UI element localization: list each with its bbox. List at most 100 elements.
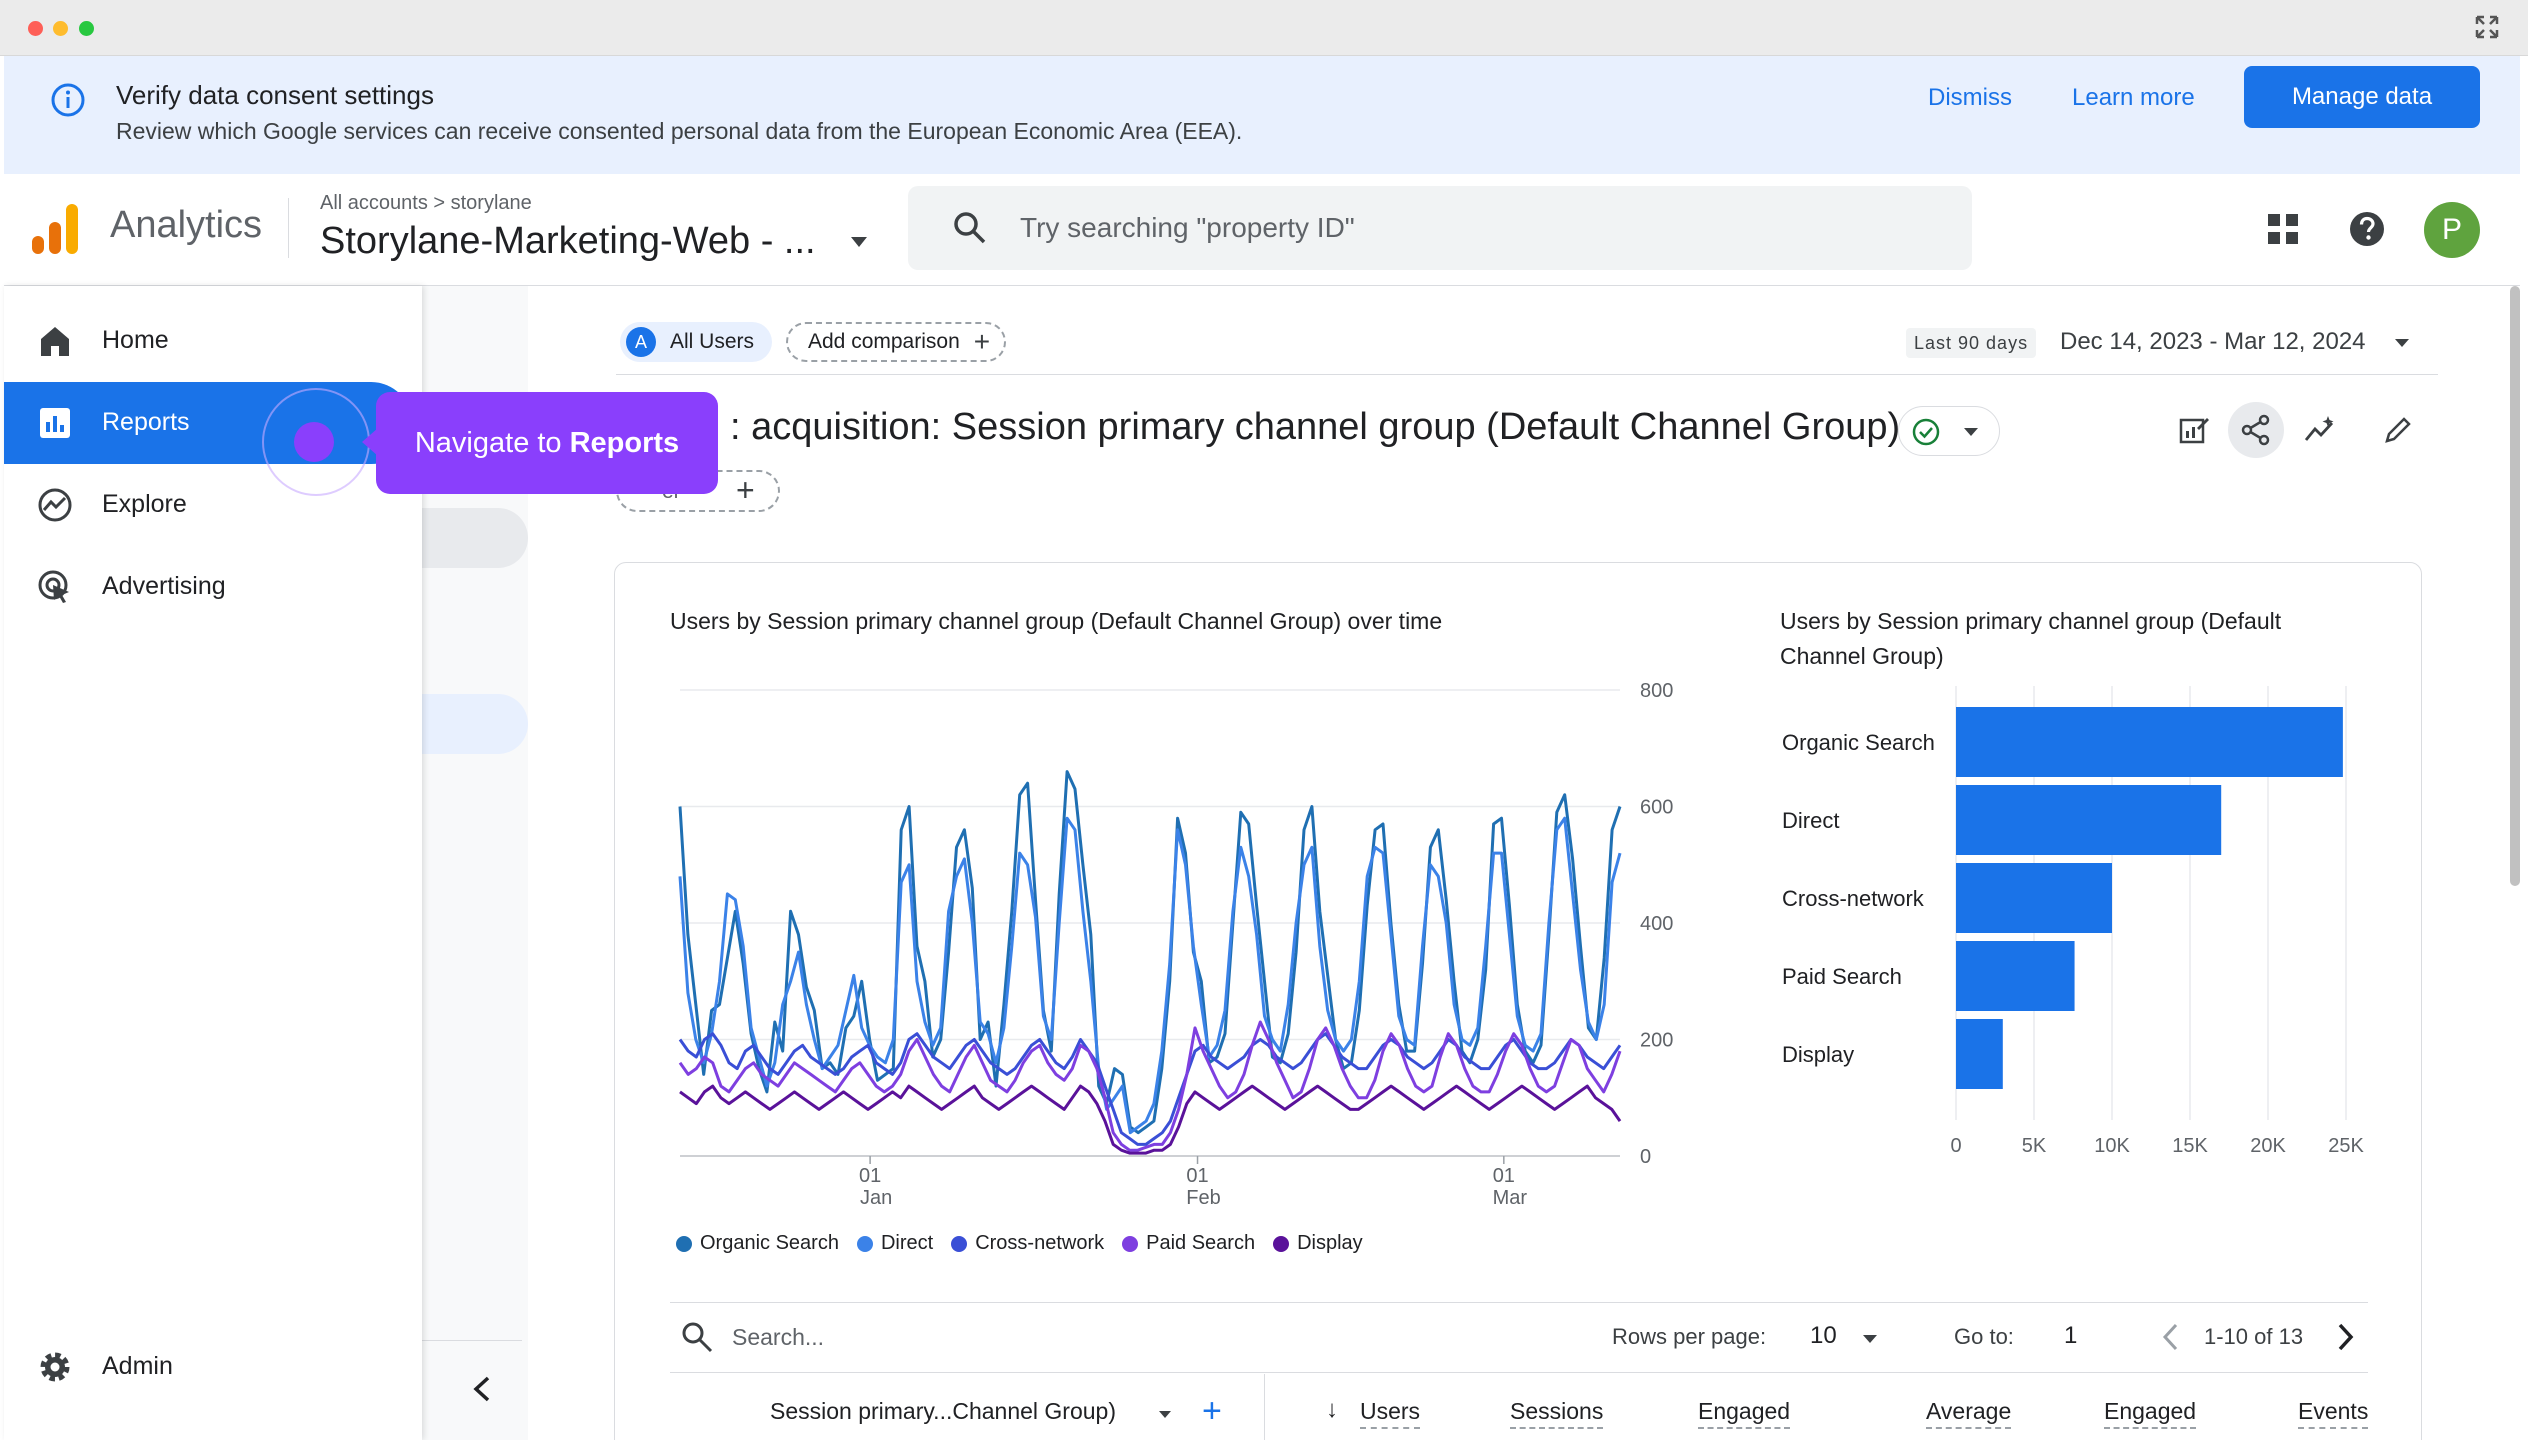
bar-chart[interactable]: 0 5K 10K 15K 20K 25K Organic Search Direct Cross… <box>1760 676 2400 1176</box>
goto-label: Go to: <box>1954 1324 2014 1349</box>
legend-swatch <box>856 1235 873 1252</box>
column-header-sessions[interactable]: Sessions <box>1510 1398 1604 1429</box>
chevron-left-icon[interactable] <box>2160 1322 2180 1352</box>
legend-item[interactable]: Display <box>1273 1232 1363 1255</box>
tooltip-arrow <box>362 428 378 456</box>
legend-item[interactable]: Cross-network <box>951 1232 1104 1255</box>
sort-desc-icon[interactable]: ↓ <box>1326 1396 1338 1423</box>
help-icon[interactable] <box>2348 210 2386 248</box>
avatar[interactable]: P <box>2424 202 2480 258</box>
search-bar[interactable]: Try searching "property ID" <box>908 186 1972 270</box>
tour-hotspot[interactable] <box>294 422 334 462</box>
column-header-events[interactable]: Events <box>2298 1398 2369 1429</box>
search-input[interactable]: Try searching "property ID" <box>1020 212 1355 243</box>
tooltip-target: Reports <box>569 426 680 459</box>
add-comparison-label: Add comparison <box>808 330 960 353</box>
bar-chart-title: Users by Session primary channel group (… <box>1780 608 2282 669</box>
rows-per-page-select[interactable]: 10 <box>1810 1322 1837 1349</box>
sidebar-item-advertising[interactable]: Advertising <box>4 546 422 628</box>
column-header-engaged[interactable]: Engaged <box>2104 1398 2197 1429</box>
sidebar-item-explore[interactable]: Explore <box>4 464 422 546</box>
chevron-down-icon[interactable] <box>1158 1410 1172 1419</box>
edit-button[interactable] <box>2370 402 2426 458</box>
page-range: 1-10 of 13 <box>2204 1324 2304 1349</box>
chevron-right-icon[interactable] <box>2336 1322 2356 1352</box>
add-comparison-button[interactable]: Add comparison + <box>786 322 1007 362</box>
legend-swatch <box>1273 1235 1290 1252</box>
explore-icon <box>38 488 72 522</box>
column-divider <box>1264 1374 1265 1440</box>
sidebar-item-label: Explore <box>102 490 187 518</box>
table-search-input[interactable]: Search... <box>732 1324 825 1350</box>
bar-cross-network <box>1956 863 2112 933</box>
info-icon <box>51 83 85 117</box>
subnav-item[interactable] <box>422 508 528 568</box>
analytics-logo-icon[interactable] <box>30 202 80 256</box>
legend-item[interactable]: Organic Search <box>676 1232 839 1255</box>
plus-icon: + <box>736 472 755 508</box>
page-scrollbar[interactable] <box>2510 286 2520 886</box>
report-title: : acquisition: Session primary channel g… <box>730 406 1901 448</box>
consent-banner: Verify data consent settings Review whic… <box>4 56 2520 174</box>
property-dropdown-icon[interactable] <box>850 236 868 248</box>
tour-tooltip[interactable]: Navigate to Reports <box>362 392 718 494</box>
column-header-engaged-sessions[interactable]: Engaged <box>1698 1398 1791 1429</box>
add-dimension-button[interactable]: + <box>1202 1392 1222 1430</box>
legend-item[interactable]: Direct <box>856 1232 934 1255</box>
sidebar-item-admin[interactable]: Admin <box>4 1326 422 1408</box>
line-chart-title: Users by Session primary channel group (… <box>670 608 1443 634</box>
edit-chart-icon <box>2179 418 2209 444</box>
x-tick-day: 01 <box>1186 1165 1208 1187</box>
x-tick-label: 5K <box>2022 1135 2047 1157</box>
segment-letter: A <box>626 327 656 357</box>
sidebar-item-label: Admin <box>102 1352 173 1380</box>
pencil-icon <box>2385 417 2411 443</box>
column-header-average[interactable]: Average <box>1926 1398 2012 1429</box>
account-breadcrumb[interactable]: All accounts > storylane <box>320 192 532 214</box>
share-button[interactable] <box>2228 402 2284 458</box>
tooltip-prefix: Navigate to <box>414 426 562 459</box>
window-minimize-button[interactable] <box>53 21 68 36</box>
subnav-item-selected[interactable] <box>422 694 528 754</box>
banner-title: Verify data consent settings <box>116 80 434 110</box>
property-selector[interactable]: Storylane-Marketing-Web - ... <box>320 220 816 262</box>
legend-item[interactable]: Paid Search <box>1122 1232 1255 1255</box>
insights-button[interactable] <box>2292 402 2348 458</box>
window-close-button[interactable] <box>28 21 43 36</box>
manage-data-button[interactable]: Manage data <box>2244 66 2480 128</box>
line-chart-legend: Organic Search Direct Cross-network Paid Se… <box>676 1232 1381 1255</box>
legend-label: Cross-network <box>975 1232 1105 1254</box>
fullscreen-icon[interactable] <box>2474 14 2500 40</box>
window-maximize-button[interactable] <box>79 21 94 36</box>
date-range-picker[interactable]: Dec 14, 2023 - Mar 12, 2024 <box>2060 328 2366 355</box>
sidebar-item-label: Home <box>102 326 169 354</box>
gear-icon <box>40 1352 70 1382</box>
series-line-paid-search <box>678 1020 1622 1152</box>
collapse-chevron-icon[interactable] <box>472 1376 492 1402</box>
sidebar-item-home[interactable]: Home <box>4 300 422 382</box>
column-header-users[interactable]: Users <box>1360 1398 1421 1429</box>
date-dropdown-icon[interactable] <box>2394 338 2410 348</box>
x-tick-month: Mar <box>1493 1187 1528 1209</box>
legend-label: Direct <box>880 1232 934 1254</box>
bar-paid-search <box>1956 941 2075 1011</box>
banner-subtitle: Review which Google services can receive… <box>116 118 1243 144</box>
segment-chip[interactable]: A All Users <box>620 322 773 362</box>
dismiss-button[interactable]: Dismiss <box>1928 84 2012 111</box>
learn-more-link[interactable]: Learn more <box>2072 84 2195 111</box>
advertising-icon <box>38 570 69 603</box>
report-status-dropdown[interactable] <box>1898 406 2000 456</box>
customize-report-button[interactable] <box>2166 402 2222 458</box>
apps-grid-icon[interactable] <box>2266 212 2300 246</box>
dimension-column-header[interactable]: Session primary...Channel Group) <box>770 1398 1116 1424</box>
app-header: Analytics All accounts > storylane Story… <box>4 174 2520 286</box>
goto-page-input[interactable]: 1 <box>2064 1322 2078 1349</box>
y-tick-label: 400 <box>1640 913 1673 935</box>
bar-organic-search <box>1956 707 2343 777</box>
legend-label: Display <box>1297 1232 1363 1254</box>
rows-per-page-label: Rows per page: <box>1612 1324 1767 1349</box>
home-icon <box>41 327 69 356</box>
chevron-down-icon[interactable] <box>1862 1334 1878 1344</box>
app-name: Analytics <box>110 204 263 246</box>
